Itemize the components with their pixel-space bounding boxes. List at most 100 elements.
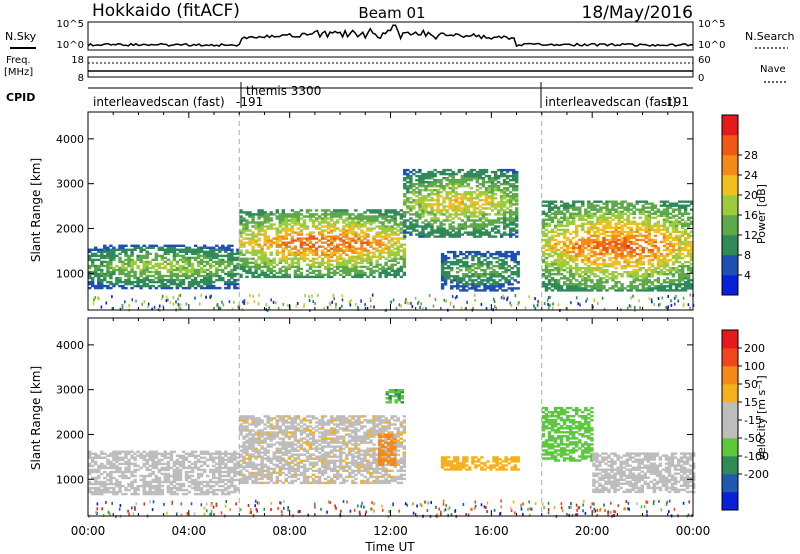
power-cell [544, 252, 549, 256]
power-cell [284, 219, 288, 222]
power-cell [644, 273, 648, 276]
power-cell [354, 263, 358, 266]
power-cell [596, 218, 600, 221]
power-cell [209, 295, 212, 299]
power-cell [112, 258, 116, 262]
power-cell [433, 215, 437, 218]
power-cell [430, 174, 434, 178]
power-cell [499, 197, 504, 200]
power-cell [550, 236, 555, 240]
power-cell [363, 235, 367, 238]
power-cell [181, 250, 186, 253]
power-cell [581, 287, 585, 290]
power-cell [495, 283, 499, 286]
power-cell [175, 248, 180, 251]
power-cell [184, 262, 189, 266]
power-cell [690, 285, 694, 288]
power-cell [447, 260, 451, 264]
power-cell [665, 273, 670, 276]
power-cell [336, 255, 340, 258]
power-cell [218, 262, 222, 266]
power-cell [504, 254, 508, 258]
power-cell [396, 247, 400, 250]
power-cell [272, 259, 276, 262]
power-cell [387, 249, 391, 252]
power-cell [327, 269, 331, 273]
power-cell [626, 226, 630, 230]
power-cell [243, 299, 246, 303]
power-cell [430, 211, 434, 214]
power-cell [512, 217, 516, 220]
power-cell [239, 215, 243, 218]
power-cell [677, 271, 682, 274]
power-cell [687, 218, 691, 221]
power-cell [142, 276, 146, 280]
power-cell [281, 251, 285, 254]
power-cell [626, 275, 630, 278]
power-cell [284, 233, 288, 236]
power-cell [121, 306, 124, 309]
power-cell [342, 269, 346, 273]
power-cell [498, 254, 502, 258]
power-cell [254, 269, 258, 273]
power-cell [305, 209, 310, 212]
power-cell [287, 267, 292, 271]
power-cell [687, 250, 691, 254]
power-cell [647, 230, 651, 234]
power-cell [251, 261, 255, 264]
power-cell [541, 260, 546, 264]
power-cell [160, 284, 164, 288]
power-cell [599, 218, 603, 221]
power-cell [419, 305, 421, 309]
power-cell [457, 227, 461, 230]
power-cell [632, 260, 636, 264]
power-cell [659, 283, 664, 286]
power-cell [157, 276, 161, 280]
power-cell [281, 249, 285, 252]
power-cell [396, 249, 400, 252]
power-cell [97, 266, 101, 270]
power-cell [496, 231, 501, 234]
velocity-cell [94, 478, 98, 482]
power-cell [671, 228, 676, 232]
power-cell [375, 265, 379, 269]
power-cell [106, 268, 110, 272]
power-cell [620, 267, 624, 270]
power-cell [142, 262, 146, 266]
power-cell [281, 211, 285, 214]
power-cell [245, 249, 249, 252]
power-cell [541, 224, 546, 228]
power-cell [665, 306, 667, 309]
velocity-cell [100, 472, 104, 476]
power-cell [677, 236, 682, 240]
power-cell [390, 253, 394, 256]
power-cell [269, 263, 273, 266]
power-cell [436, 185, 440, 188]
power-cell [402, 259, 406, 262]
power-cell [451, 189, 455, 192]
power-cell [553, 263, 558, 266]
power-cell [647, 220, 651, 223]
power-cell [272, 275, 276, 279]
power-cell [593, 283, 597, 286]
power-cell [662, 273, 667, 276]
power-cell [501, 277, 505, 280]
power-cell [605, 210, 609, 213]
power-cell [509, 235, 513, 238]
power-cell [509, 215, 513, 218]
power-cell [487, 231, 492, 234]
power-cell [403, 177, 407, 180]
power-cell [689, 293, 692, 297]
power-cell [154, 244, 158, 247]
power-cell [662, 244, 667, 248]
power-cell [390, 259, 394, 262]
power-cell [299, 247, 304, 250]
power-cell [106, 264, 110, 268]
power-cell [403, 223, 407, 226]
power-cell [553, 279, 558, 282]
power-cell [471, 250, 475, 254]
power-cell [436, 217, 440, 220]
power-cell [632, 220, 636, 223]
power-cell [390, 251, 394, 254]
power-cell [629, 242, 633, 246]
